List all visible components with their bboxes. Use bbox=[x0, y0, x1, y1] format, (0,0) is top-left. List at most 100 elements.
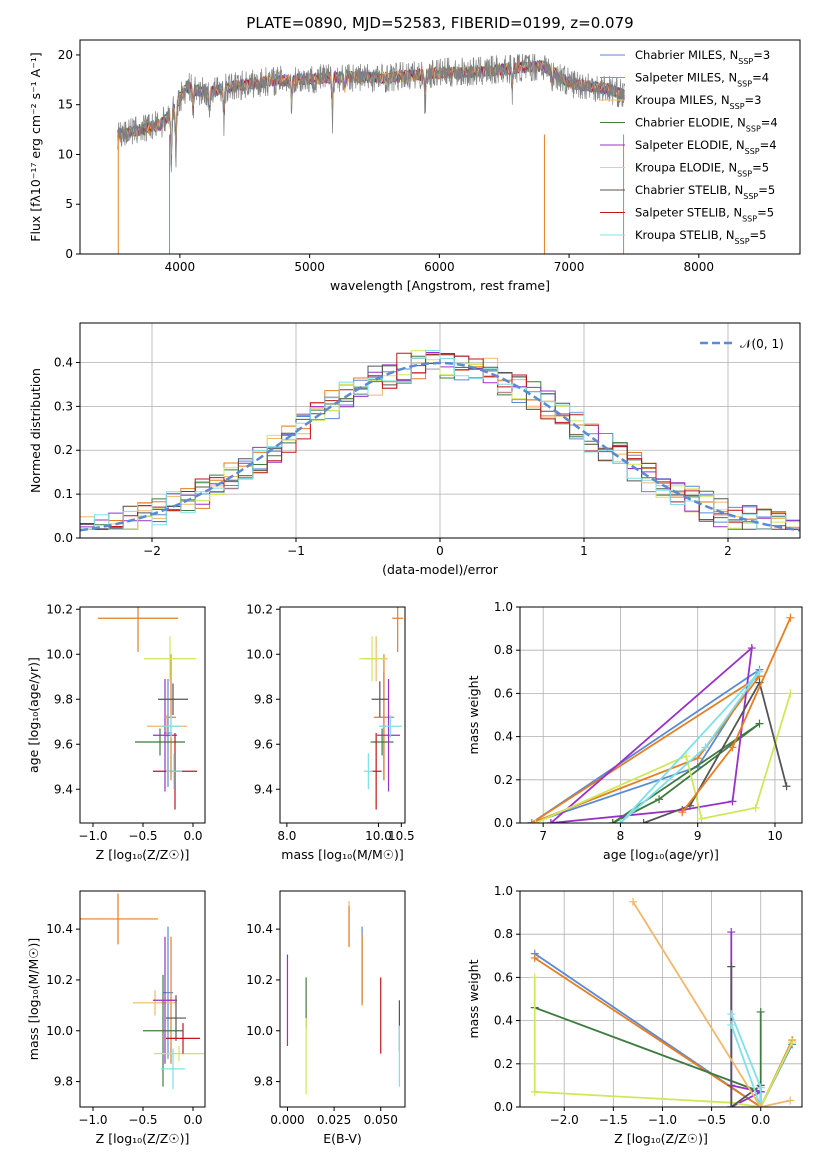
point-marker bbox=[608, 819, 617, 823]
y-tick-label: 0.1 bbox=[54, 487, 73, 501]
weight-line bbox=[619, 671, 761, 823]
x-tick-label: −2.0 bbox=[550, 1113, 579, 1127]
legend: Chabrier MILES, NSSP=3 Salpeter MILES, NS… bbox=[600, 48, 778, 246]
axes-frame bbox=[79, 606, 206, 824]
chart-spectrum: Chabrier MILES, NSSP=3 Salpeter MILES, NS… bbox=[28, 39, 801, 293]
x-tick-label: 10.0 bbox=[365, 829, 392, 843]
y-tick-label: 9.8 bbox=[54, 692, 73, 706]
point-marker bbox=[728, 743, 737, 752]
y-tick-label: 9.6 bbox=[254, 737, 273, 751]
chart-mass-vs-z: −1.0 −0.5 0.0 9.8 10.0 10.2 10.4 Z [log₁₀(Z/Z☉)… bbox=[26, 890, 206, 1146]
x-tick-label: −1.0 bbox=[78, 1113, 107, 1127]
point-marker bbox=[782, 782, 791, 791]
y-tick-label: 0.2 bbox=[54, 443, 73, 457]
x-tick-label: 0.0 bbox=[751, 1113, 770, 1127]
plot-area bbox=[359, 607, 404, 810]
plot-area bbox=[530, 897, 797, 1107]
panels: Chabrier MILES, NSSP=3 Salpeter MILES, NS… bbox=[26, 39, 803, 1146]
y-tick-label: 9.8 bbox=[54, 1075, 73, 1089]
point-marker bbox=[751, 803, 760, 812]
point-marker bbox=[531, 819, 540, 823]
x-tick-label: 4000 bbox=[165, 260, 196, 274]
point-marker bbox=[639, 819, 648, 823]
y-axis-label: age [log₁₀(age/yr)] bbox=[26, 657, 41, 773]
point-marker bbox=[693, 754, 702, 763]
point-marker bbox=[727, 1010, 736, 1019]
y-tick-label: 9.8 bbox=[254, 692, 273, 706]
x-tick-label: 6000 bbox=[424, 260, 455, 274]
y-tick-label: 1.0 bbox=[494, 600, 513, 614]
legend-count: =3 bbox=[753, 48, 770, 62]
y-axis-label: Flux [fλ10⁻¹⁷ erg cm⁻² s⁻¹ A⁻¹] bbox=[28, 52, 43, 241]
point-marker bbox=[786, 689, 795, 698]
y-tick-label: 9.4 bbox=[254, 782, 273, 796]
plot-area bbox=[98, 607, 197, 810]
x-tick-label: −1.0 bbox=[648, 1113, 677, 1127]
y-tick-label: 0.0 bbox=[494, 1100, 513, 1114]
legend-label: Chabrier ELODIE, NSSP=4 bbox=[635, 116, 778, 134]
plot-area bbox=[80, 893, 204, 1090]
weight-line bbox=[534, 1006, 762, 1107]
y-tick-label: 5 bbox=[65, 197, 73, 211]
legend-count: =4 bbox=[761, 116, 778, 130]
legend-subscript: SSP bbox=[742, 214, 757, 223]
y-tick-label: 0.0 bbox=[54, 531, 73, 545]
y-tick-label: 15 bbox=[58, 98, 73, 112]
y-tick-label: 0.2 bbox=[494, 773, 513, 787]
legend-label: Kroupa STELIB, NSSP=5 bbox=[635, 228, 766, 246]
y-tick-label: 10.2 bbox=[46, 973, 73, 987]
axes-frame bbox=[519, 890, 803, 1108]
weight-line bbox=[534, 952, 794, 1107]
y-tick-label: 0.0 bbox=[494, 816, 513, 830]
y-tick-label: 0.8 bbox=[494, 927, 513, 941]
legend-subscript: SSP bbox=[735, 237, 750, 246]
y-tick-label: 0.8 bbox=[494, 643, 513, 657]
x-tick-label: 7 bbox=[539, 829, 547, 843]
legend-subscript: SSP bbox=[745, 147, 760, 156]
y-tick-label: 20 bbox=[58, 48, 73, 62]
legend-count: =5 bbox=[757, 206, 774, 220]
x-tick-label: 10 bbox=[767, 829, 782, 843]
y-tick-label: 10.4 bbox=[246, 922, 273, 936]
y-tick-label: 10.0 bbox=[46, 1024, 73, 1038]
legend-label: Kroupa ELODIE, NSSP=5 bbox=[635, 161, 769, 179]
point-marker bbox=[727, 1103, 736, 1107]
x-tick-label: 8.0 bbox=[277, 829, 296, 843]
x-tick-label: −1 bbox=[287, 544, 305, 558]
x-axis-label: age [log₁₀(age/yr)] bbox=[603, 847, 719, 862]
axes-frame bbox=[79, 39, 801, 255]
x-tick-label: 0.000 bbox=[270, 1113, 304, 1127]
point-marker bbox=[616, 819, 625, 823]
point-marker bbox=[747, 644, 756, 653]
x-axis-label: E(B-V) bbox=[323, 1131, 362, 1146]
legend-subscript: SSP bbox=[746, 124, 761, 133]
point-marker bbox=[682, 752, 691, 761]
legend-count: =5 bbox=[750, 228, 767, 242]
x-tick-label: 1 bbox=[580, 544, 588, 558]
x-tick-label: 10.5 bbox=[388, 829, 415, 843]
x-axis-label: Z [log₁₀(Z/Z☉)] bbox=[614, 1131, 708, 1146]
plot-area bbox=[527, 613, 795, 823]
y-tick-label: 9.4 bbox=[54, 782, 73, 796]
axes-frame bbox=[79, 890, 206, 1108]
plot-area bbox=[80, 350, 800, 532]
point-marker bbox=[728, 797, 737, 806]
plot-area bbox=[286, 901, 401, 1095]
point-marker bbox=[755, 667, 764, 676]
y-tick-label: 0.2 bbox=[494, 1057, 513, 1071]
point-marker bbox=[655, 795, 664, 804]
chart-mass-vs-ebv: 0.000 0.025 0.050 9.8 10.0 10.2 10.4 E(B-V) bbox=[246, 890, 406, 1146]
weight-line bbox=[632, 901, 791, 1107]
y-tick-label: 9.6 bbox=[54, 737, 73, 751]
chart-weight-vs-age: 7 8 9 10 0.0 0.2 0.4 0.6 0.8 1.0 age [log₁₀(age/yr… bbox=[466, 600, 803, 862]
point-marker bbox=[756, 1103, 765, 1107]
legend-subscript: SSP bbox=[737, 79, 752, 88]
point-marker bbox=[530, 973, 539, 982]
y-axis-label: mass [log₁₀(M/M☉)] bbox=[26, 938, 41, 1060]
plot-area bbox=[117, 53, 626, 254]
legend-count: =3 bbox=[745, 93, 762, 107]
y-tick-label: 1.0 bbox=[494, 884, 513, 898]
weight-line bbox=[730, 932, 764, 1107]
weight-line bbox=[730, 1013, 762, 1107]
